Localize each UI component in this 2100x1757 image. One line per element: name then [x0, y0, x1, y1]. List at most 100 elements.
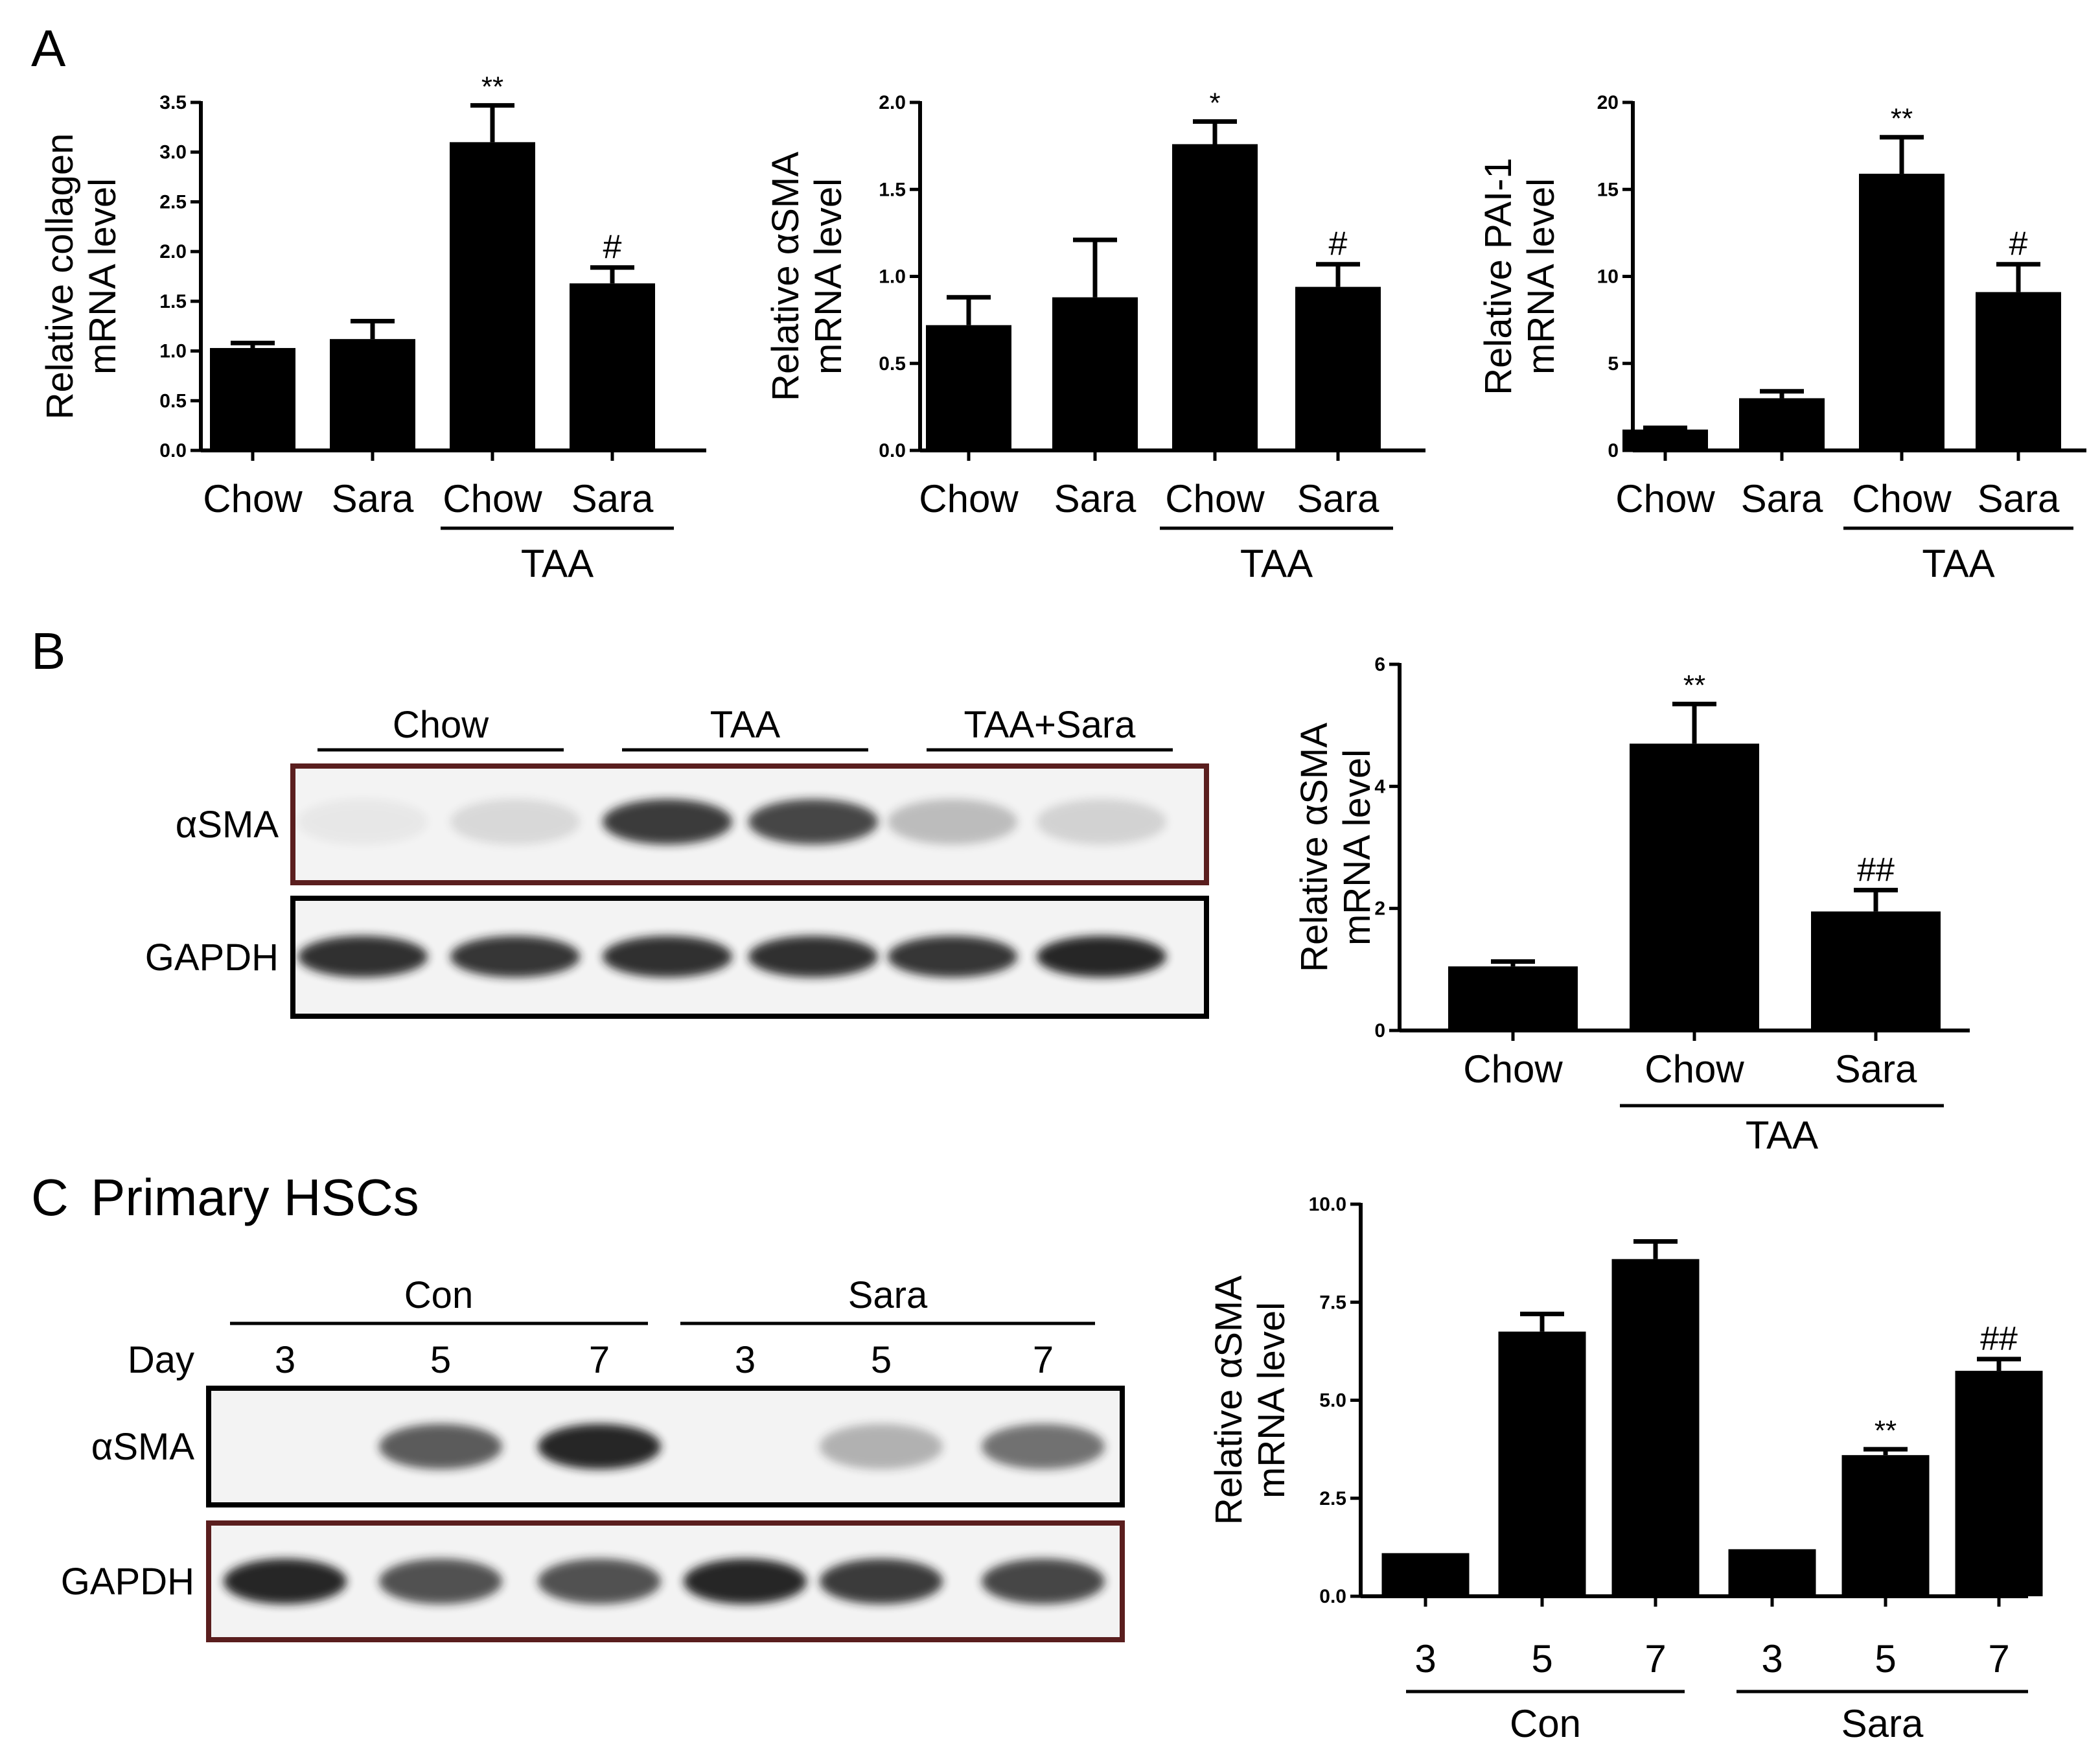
- blot-band: [450, 936, 580, 977]
- y-tick-label: 4: [1374, 776, 1385, 797]
- group-label: Con: [1510, 1702, 1581, 1745]
- bar: [330, 339, 415, 450]
- y-tick-label: 2.5: [1319, 1488, 1346, 1509]
- chart-a2: 0.0 0.5 1.0 1.5 2.0 Relative αSMA mRNA level Ch…: [765, 87, 1425, 585]
- category-label: Chow: [919, 477, 1019, 520]
- y-tick-label: 5.0: [1319, 1390, 1346, 1412]
- significance-mark: **: [1891, 103, 1913, 135]
- y-tick-label: 1.5: [159, 291, 187, 312]
- category-label: Sara: [1835, 1047, 1917, 1091]
- chart-a1: 0.0 0.5 1.0 1.5 2.0 2.5 3.0 3.5 Relative collage…: [39, 71, 706, 585]
- category-label: Chow: [1615, 477, 1715, 520]
- category-label: Sara: [571, 477, 654, 520]
- day-value: 7: [589, 1339, 610, 1381]
- blot-row-label: GAPDH: [61, 1561, 194, 1603]
- category-label: Chow: [1463, 1047, 1563, 1091]
- category-label: Chow: [1852, 477, 1952, 520]
- blot-group-label: TAA: [710, 704, 781, 746]
- y-tick-label: 0.5: [879, 353, 906, 375]
- y-tick-label: 3.5: [159, 92, 187, 113]
- blot-band: [982, 1559, 1105, 1604]
- chart-b: 0 2 4 6 Relative αSMA mRNA level Chow Chow ** Sar…: [1293, 654, 1970, 1157]
- bar: [210, 347, 295, 450]
- bar: [1976, 292, 2061, 450]
- blot-band: [982, 1424, 1105, 1469]
- group-label: TAA: [1240, 542, 1313, 585]
- group-label: TAA: [1922, 542, 1994, 585]
- blot-row-label: αSMA: [91, 1426, 195, 1468]
- y-tick-label: 5: [1608, 353, 1619, 375]
- blot-band: [888, 936, 1017, 977]
- blot-band: [224, 1559, 347, 1604]
- blot-band: [748, 936, 878, 977]
- blot-band: [538, 1424, 661, 1469]
- blots-layer: Chow TAA TAA+Sara αSMA GAPDH Con Sara Day 3 5 7 3 5 7…: [61, 704, 1209, 1642]
- bar: [1295, 286, 1381, 450]
- significance-mark: #: [1329, 226, 1348, 263]
- blot-band: [450, 799, 580, 844]
- y-tick-label: 0: [1608, 440, 1619, 461]
- category-label: Chow: [203, 477, 303, 520]
- significance-mark: ##: [1980, 1320, 2018, 1358]
- group-label: TAA: [521, 542, 594, 585]
- y-tick-label: 1.0: [879, 266, 906, 288]
- category-label: Chow: [443, 477, 542, 520]
- bar: [1728, 1549, 1816, 1596]
- blot-band: [603, 799, 732, 844]
- significance-mark: **: [1683, 669, 1705, 701]
- bar: [1448, 966, 1578, 1030]
- bar: [1739, 398, 1825, 450]
- category-label: Sara: [1054, 477, 1137, 520]
- group-label: TAA: [1746, 1113, 1818, 1157]
- bar: [1630, 743, 1759, 1030]
- blot-band: [379, 1559, 502, 1604]
- blot-band: [820, 1559, 943, 1604]
- blot-band: [538, 1559, 661, 1604]
- y-axis-label: Relative αSMA: [1293, 723, 1335, 972]
- panel-c-title: Primary HSCs: [91, 1169, 419, 1226]
- blot-band: [298, 799, 428, 844]
- significance-mark: ##: [1857, 851, 1895, 889]
- y-axis-label: Relative αSMA: [765, 152, 807, 401]
- bar: [926, 325, 1011, 450]
- day-value: 7: [1033, 1339, 1054, 1381]
- category-label: 3: [1414, 1637, 1436, 1681]
- blot-band: [1037, 936, 1166, 977]
- y-axis-label: mRNA level: [1336, 749, 1378, 946]
- blot-band: [298, 936, 428, 977]
- panel-label-c: C: [31, 1169, 69, 1226]
- blot-row-box: [206, 1386, 1125, 1507]
- blot-group-label: TAA+Sara: [964, 704, 1137, 746]
- y-tick-label: 7.5: [1319, 1292, 1346, 1313]
- y-tick-label: 6: [1374, 654, 1385, 675]
- blot-b: Chow TAA TAA+Sara αSMA GAPDH: [145, 704, 1209, 1019]
- y-tick-label: 10.0: [1309, 1194, 1346, 1215]
- chart-c: 0.0 2.5 5.0 7.5 10.0 Relative αSMA mRNA level 3…: [1208, 1194, 2043, 1745]
- y-tick-label: 20: [1597, 92, 1619, 113]
- category-label: Chow: [1165, 477, 1265, 520]
- y-axis-label: mRNA level: [1251, 1302, 1293, 1498]
- bar: [1811, 911, 1941, 1030]
- bar: [1841, 1455, 1930, 1596]
- blot-group-label: Sara: [848, 1274, 928, 1316]
- blot-band: [684, 1559, 807, 1604]
- y-tick-label: 3.0: [159, 142, 187, 163]
- category-label: Sara: [332, 477, 414, 520]
- category-label: Sara: [1741, 477, 1823, 520]
- day-value: 5: [871, 1339, 892, 1381]
- y-tick-label: 0: [1374, 1020, 1385, 1041]
- blot-group-label: Con: [404, 1274, 473, 1316]
- bar: [1381, 1553, 1470, 1596]
- y-tick-label: 2.0: [159, 241, 187, 262]
- significance-mark: #: [603, 229, 622, 266]
- blot-band: [379, 1424, 502, 1469]
- y-axis-label: Relative αSMA: [1208, 1275, 1250, 1525]
- category-label: 5: [1531, 1637, 1552, 1681]
- charts-layer: 0.0 0.5 1.0 1.5 2.0 2.5 3.0 3.5 Relative collage…: [39, 71, 2086, 1745]
- significance-mark: #: [2009, 226, 2028, 263]
- blot-row-label: GAPDH: [145, 937, 279, 979]
- blot-band: [1037, 799, 1166, 844]
- chart-a3: 0 5 10 15 20 Relative PAI-1 mRNA level Chow Sara…: [1477, 92, 2086, 585]
- day-value: 3: [735, 1339, 756, 1381]
